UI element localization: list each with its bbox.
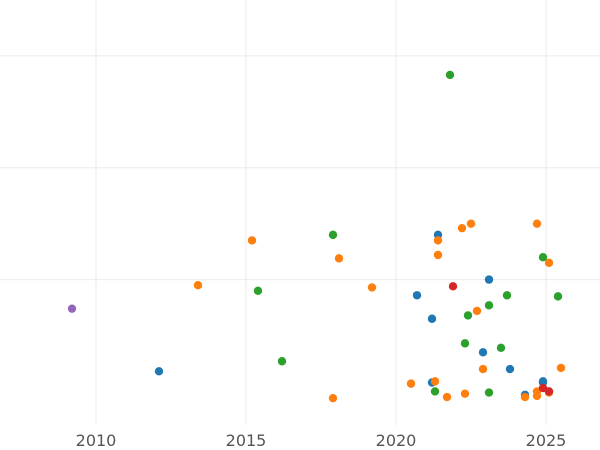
data-point [553, 292, 563, 301]
data-point [427, 314, 437, 323]
data-point [430, 387, 440, 396]
data-point [556, 363, 566, 373]
x-tick-label: 2025 [526, 431, 567, 450]
data-point [460, 389, 470, 398]
data-point [484, 275, 494, 284]
data-point [466, 219, 476, 228]
data-point [484, 301, 494, 310]
data-point [538, 253, 548, 262]
x-tick-label: 2020 [376, 431, 417, 450]
data-point [505, 364, 515, 374]
data-point [460, 339, 470, 348]
x-tick-label: 2010 [76, 431, 117, 450]
data-point [154, 367, 164, 376]
data-point [433, 250, 443, 260]
data-point [253, 286, 263, 295]
data-point [532, 219, 542, 228]
data-point [472, 306, 482, 316]
data-point [277, 357, 287, 366]
data-point [496, 343, 506, 353]
x-tick-label: 2015 [226, 431, 267, 450]
data-point [478, 348, 488, 357]
data-point [328, 230, 338, 240]
data-point [478, 364, 488, 374]
data-point [484, 388, 494, 397]
data-point [463, 311, 473, 320]
data-point [247, 236, 257, 245]
data-point [520, 392, 530, 402]
grid [0, 0, 600, 425]
data-point [445, 70, 455, 80]
data-point [334, 254, 344, 263]
data-point [448, 282, 458, 291]
data-point [328, 393, 338, 403]
data-point [406, 379, 416, 388]
data-point [544, 387, 554, 396]
data-point [67, 304, 77, 313]
data-point [544, 258, 554, 268]
data-point [502, 291, 512, 300]
data-point [430, 377, 440, 386]
data-point [193, 280, 203, 290]
x-axis-ticks: 2010 2015 2020 2025 [76, 431, 567, 450]
data-point [538, 377, 548, 386]
data-point [433, 236, 443, 245]
data-points [67, 70, 566, 403]
data-point [457, 223, 467, 233]
data-point [442, 392, 452, 402]
data-point [412, 291, 422, 300]
data-point [367, 283, 377, 292]
